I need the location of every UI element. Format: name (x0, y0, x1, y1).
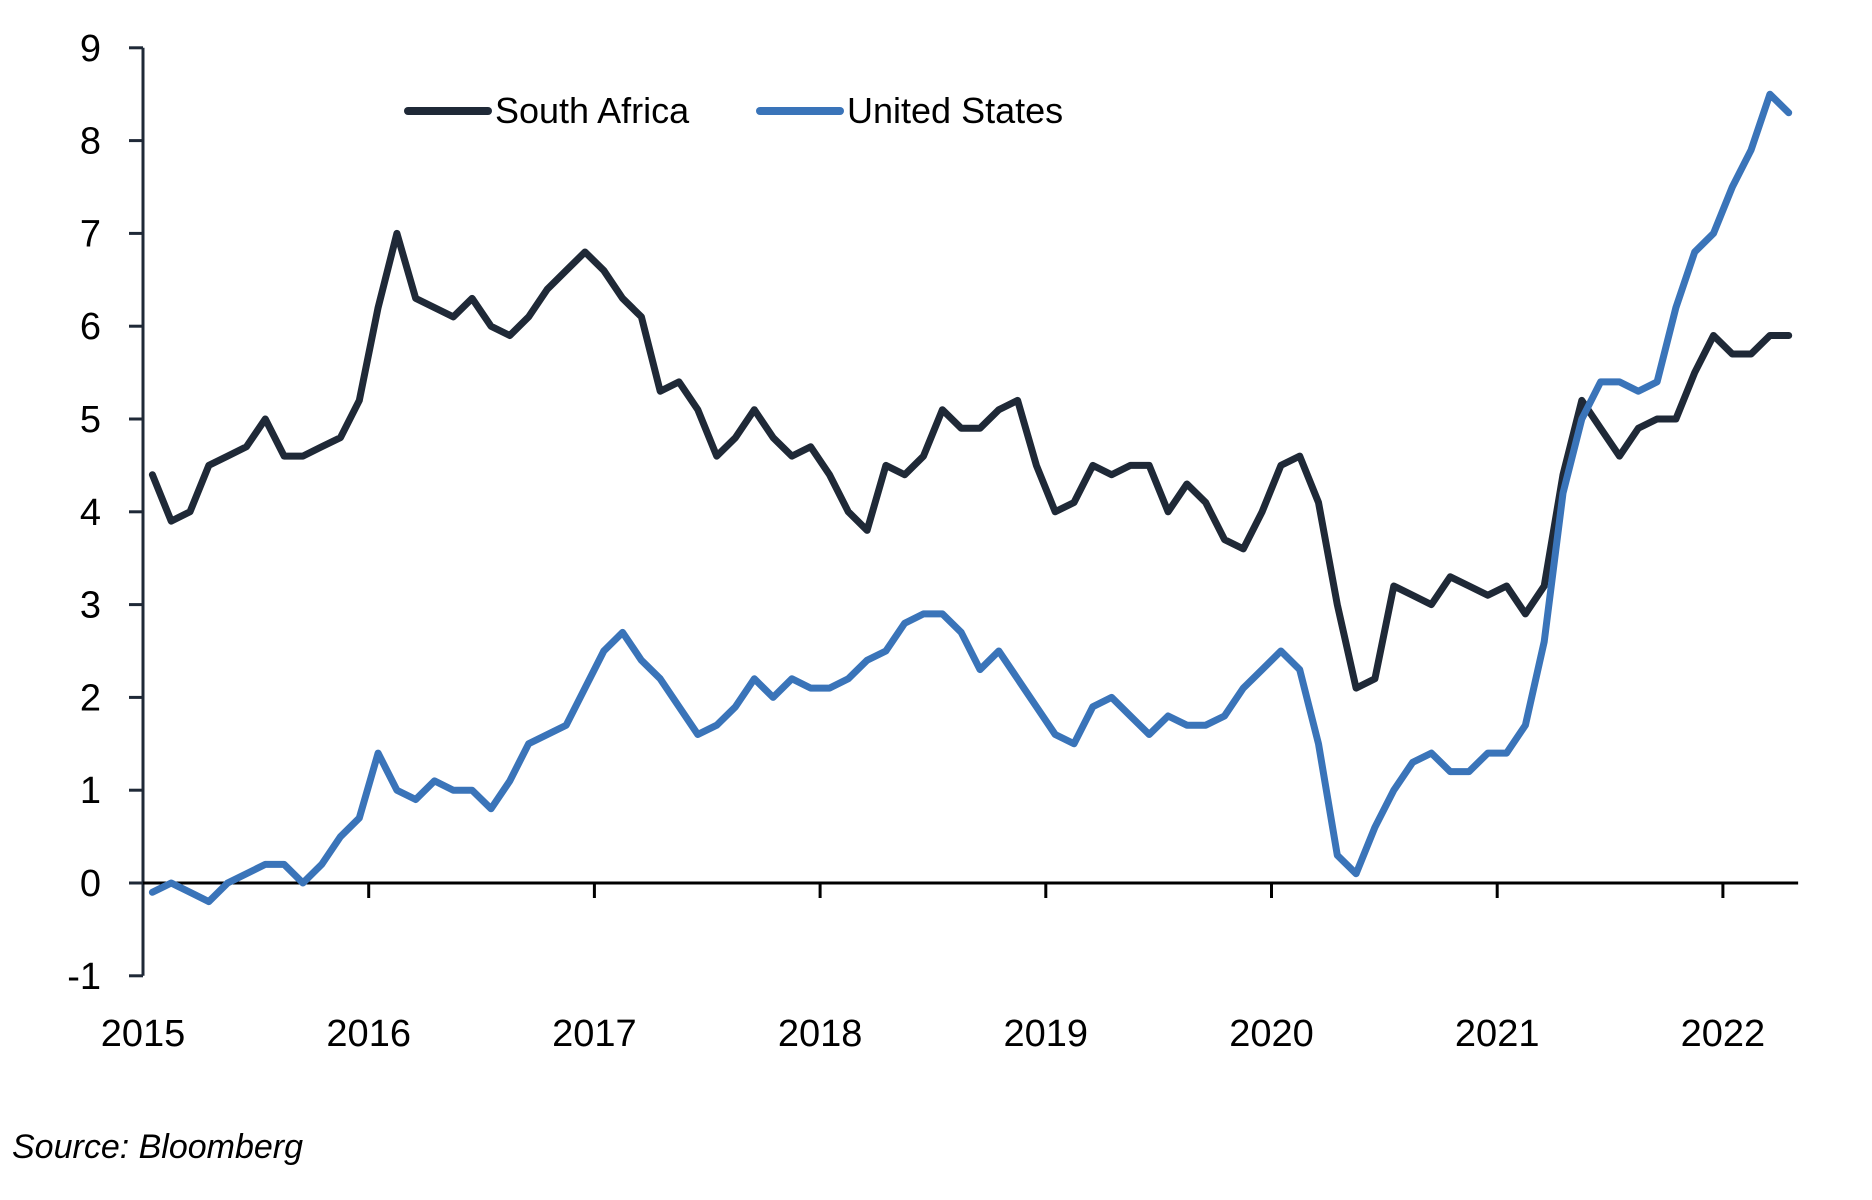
x-tick-label: 2018 (778, 1013, 863, 1055)
series-line-south-africa (148, 229, 1793, 692)
y-axis-labels: -1 0 1 2 3 4 5 6 7 8 9 (67, 28, 101, 998)
y-tick-label: -1 (67, 956, 101, 998)
y-tick-label: 8 (80, 121, 101, 163)
x-tick-label: 2022 (1681, 1013, 1766, 1055)
y-tick-label: 7 (80, 213, 101, 255)
legend-label-united-states: United States (847, 90, 1063, 131)
x-tick-label: 2015 (101, 1013, 186, 1055)
y-tick-label: 9 (80, 28, 101, 70)
x-tick-label: 2019 (1004, 1013, 1089, 1055)
x-tick-label: 2020 (1229, 1013, 1314, 1055)
y-tick-label: 2 (80, 677, 101, 719)
y-tick-label: 3 (80, 585, 101, 627)
axes (129, 46, 1799, 978)
legend: South Africa United States (404, 90, 1063, 131)
series-line-united-states (148, 90, 1793, 906)
y-tick-label: 0 (80, 863, 101, 905)
y-tick-label: 1 (80, 770, 101, 812)
x-tick-label: 2021 (1455, 1013, 1540, 1055)
y-tick-label: 4 (80, 492, 101, 534)
y-tick-label: 5 (80, 399, 101, 441)
x-tick-label: 2016 (326, 1013, 411, 1055)
source-note: Source: Bloomberg (12, 1128, 304, 1166)
legend-label-south-africa: South Africa (495, 90, 690, 131)
x-axis-labels: 2015 2016 2017 2018 2019 2020 2021 2022 (101, 1013, 1765, 1055)
x-tick-label: 2017 (552, 1013, 637, 1055)
series-lines (148, 90, 1793, 906)
y-tick-label: 6 (80, 306, 101, 348)
